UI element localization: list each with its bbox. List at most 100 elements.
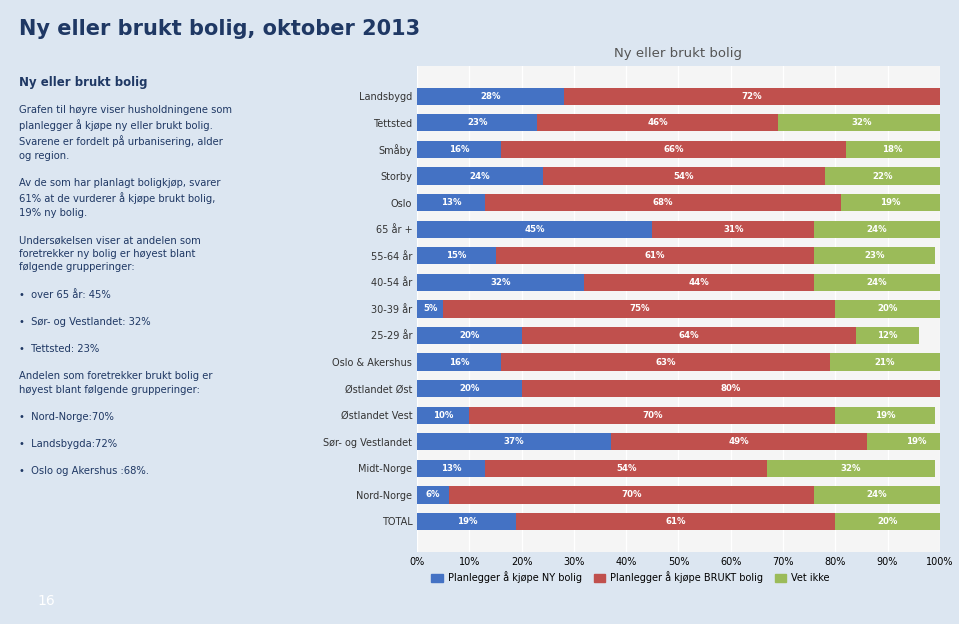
Bar xyxy=(814,486,940,504)
Bar xyxy=(417,327,522,344)
Text: 19%: 19% xyxy=(880,198,901,207)
Text: 24%: 24% xyxy=(470,172,490,180)
Text: 63%: 63% xyxy=(655,358,676,366)
Bar xyxy=(501,141,846,158)
Text: 49%: 49% xyxy=(728,437,749,446)
Bar xyxy=(485,460,767,477)
Bar xyxy=(417,380,522,397)
Bar xyxy=(825,167,940,185)
Text: 19%: 19% xyxy=(906,437,926,446)
Text: 54%: 54% xyxy=(616,464,637,473)
Bar xyxy=(501,353,830,371)
Text: 10%: 10% xyxy=(433,411,454,420)
Bar xyxy=(830,353,940,371)
Text: 24%: 24% xyxy=(867,278,887,287)
Text: 61%: 61% xyxy=(666,517,686,526)
Bar xyxy=(767,460,935,477)
Text: 20%: 20% xyxy=(877,517,898,526)
Bar xyxy=(856,327,919,344)
Bar xyxy=(417,300,443,318)
Bar xyxy=(840,194,940,211)
Bar xyxy=(417,114,537,132)
Text: 70%: 70% xyxy=(643,411,663,420)
Text: 80%: 80% xyxy=(720,384,741,393)
Text: 28%: 28% xyxy=(480,92,501,101)
Text: 5%: 5% xyxy=(423,305,437,313)
Text: 19%: 19% xyxy=(875,411,895,420)
Text: 32%: 32% xyxy=(491,278,511,287)
Bar xyxy=(517,513,835,530)
Text: 13%: 13% xyxy=(441,198,461,207)
Text: 15%: 15% xyxy=(446,251,466,260)
Text: 13%: 13% xyxy=(441,464,461,473)
Text: 54%: 54% xyxy=(673,172,694,180)
Text: 20%: 20% xyxy=(459,331,480,340)
Legend: Planlegger å kjøpe NY bolig, Planlegger å kjøpe BRUKT bolig, Vet ikke: Planlegger å kjøpe NY bolig, Planlegger … xyxy=(428,567,833,587)
Text: 45%: 45% xyxy=(525,225,545,233)
Bar xyxy=(417,247,496,265)
Text: 22%: 22% xyxy=(872,172,893,180)
Bar xyxy=(846,141,940,158)
Text: 46%: 46% xyxy=(647,119,667,127)
Bar xyxy=(537,114,778,132)
Text: 19%: 19% xyxy=(456,517,477,526)
Bar xyxy=(814,274,940,291)
Text: 70%: 70% xyxy=(621,490,642,499)
Text: 68%: 68% xyxy=(652,198,673,207)
Text: 16%: 16% xyxy=(449,358,469,366)
Text: 18%: 18% xyxy=(882,145,903,154)
Text: 12%: 12% xyxy=(877,331,898,340)
Bar xyxy=(417,460,485,477)
Bar xyxy=(485,194,840,211)
Bar xyxy=(417,353,501,371)
Text: 21%: 21% xyxy=(875,358,895,366)
Bar xyxy=(835,407,935,424)
Bar xyxy=(417,141,501,158)
Bar xyxy=(417,433,611,451)
Title: Ny eller brukt bolig: Ny eller brukt bolig xyxy=(615,47,742,60)
Bar xyxy=(611,433,867,451)
Text: 66%: 66% xyxy=(663,145,684,154)
Bar xyxy=(814,247,935,265)
Bar xyxy=(835,513,940,530)
Text: Grafen til høyre viser husholdningene som
planlegger å kjøpe ny eller brukt boli: Grafen til høyre viser husholdningene so… xyxy=(19,104,232,476)
Text: 31%: 31% xyxy=(723,225,743,233)
Bar xyxy=(417,407,470,424)
Text: 75%: 75% xyxy=(629,305,649,313)
Bar xyxy=(417,274,584,291)
Bar xyxy=(584,274,814,291)
Text: 44%: 44% xyxy=(689,278,710,287)
Text: 20%: 20% xyxy=(877,305,898,313)
Bar xyxy=(417,167,543,185)
Text: 20%: 20% xyxy=(459,384,480,393)
Bar xyxy=(867,433,959,451)
Bar xyxy=(522,380,940,397)
Text: 37%: 37% xyxy=(503,437,525,446)
Bar xyxy=(522,327,856,344)
Text: 23%: 23% xyxy=(467,119,487,127)
Text: 32%: 32% xyxy=(852,119,872,127)
Bar xyxy=(564,87,940,105)
Bar xyxy=(814,220,940,238)
Bar xyxy=(652,220,814,238)
Bar xyxy=(449,486,814,504)
Text: 6%: 6% xyxy=(426,490,440,499)
Text: 23%: 23% xyxy=(864,251,885,260)
Text: 24%: 24% xyxy=(867,490,887,499)
Text: 61%: 61% xyxy=(644,251,666,260)
Text: 16: 16 xyxy=(37,593,56,608)
Text: 32%: 32% xyxy=(841,464,861,473)
Text: 72%: 72% xyxy=(741,92,762,101)
Text: 16%: 16% xyxy=(449,145,469,154)
Bar xyxy=(417,220,652,238)
Bar xyxy=(443,300,835,318)
Text: 24%: 24% xyxy=(867,225,887,233)
Bar xyxy=(778,114,945,132)
Bar xyxy=(470,407,835,424)
Text: Ny eller brukt bolig: Ny eller brukt bolig xyxy=(19,76,147,89)
Bar xyxy=(543,167,825,185)
Bar xyxy=(417,194,485,211)
Text: 64%: 64% xyxy=(679,331,699,340)
Bar xyxy=(417,513,517,530)
Bar xyxy=(835,300,940,318)
